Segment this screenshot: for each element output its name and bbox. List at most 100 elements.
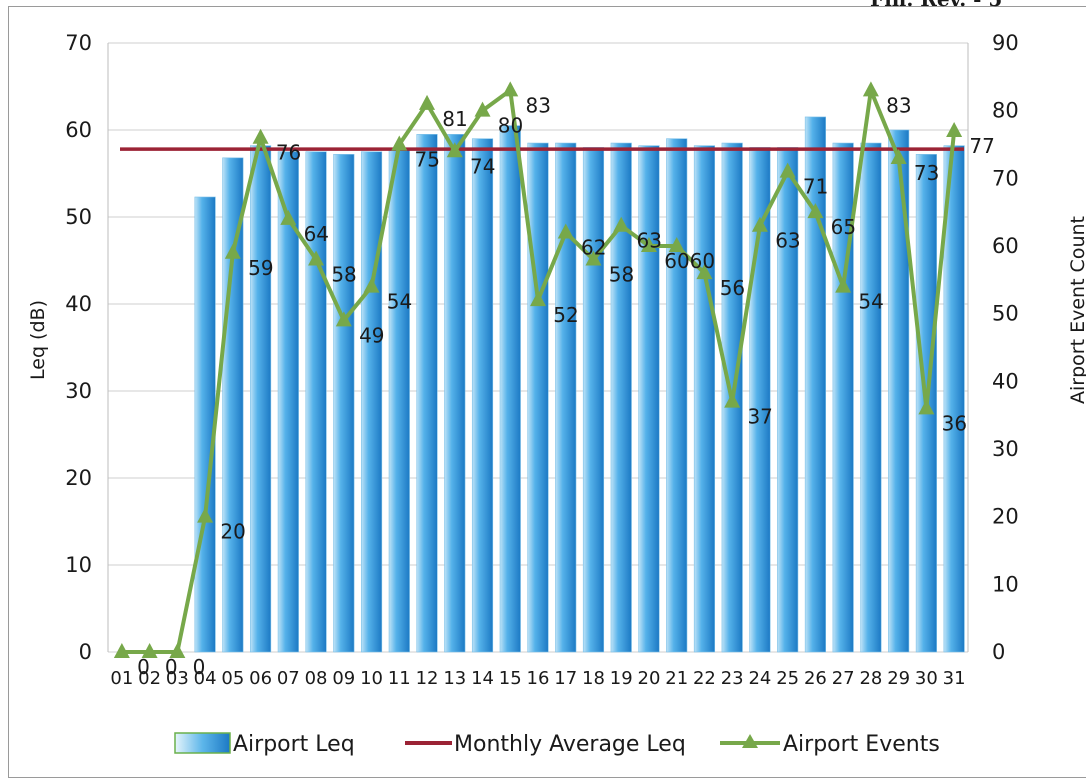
data-label-18: 58 — [609, 263, 634, 287]
y-tick-2: 20 — [65, 466, 92, 490]
event-marker-26 — [807, 203, 824, 219]
x-tick-15: 15 — [499, 668, 522, 689]
data-label-07: 64 — [304, 222, 329, 246]
bar-05 — [222, 157, 244, 653]
data-label-05: 59 — [248, 256, 273, 280]
event-marker-24 — [751, 216, 768, 232]
bar-10 — [360, 151, 383, 653]
bar-08 — [305, 151, 327, 653]
event-marker-29 — [890, 149, 907, 165]
x-tick-13: 13 — [443, 668, 466, 689]
bar-07 — [277, 151, 299, 653]
data-label-28: 83 — [886, 93, 911, 117]
event-marker-11 — [391, 135, 408, 151]
x-tick-06: 06 — [249, 668, 272, 689]
y2-tick-8: 80 — [992, 99, 1019, 123]
x-tick-09: 09 — [332, 668, 355, 689]
x-tick-17: 17 — [554, 668, 577, 689]
x-tick-22: 22 — [693, 668, 716, 689]
x-tick-14: 14 — [471, 668, 494, 689]
data-label-24: 63 — [775, 229, 800, 253]
data-label-31: 77 — [969, 134, 994, 158]
bar-21 — [666, 138, 688, 653]
x-tick-18: 18 — [582, 668, 605, 689]
y-tick-1: 10 — [65, 553, 92, 577]
x-tick-07: 07 — [277, 668, 300, 689]
x-tick-05: 05 — [221, 668, 244, 689]
event-marker-02 — [141, 643, 158, 658]
y-tick-4: 40 — [65, 292, 92, 316]
y2-tick-2: 20 — [992, 505, 1019, 529]
event-marker-13 — [446, 142, 463, 158]
y2-tick-1: 10 — [992, 572, 1019, 596]
y-tick-0: 0 — [79, 640, 92, 664]
data-label-16: 52 — [553, 303, 578, 327]
x-tick-16: 16 — [527, 668, 550, 689]
data-label-02: 0 — [165, 655, 178, 679]
data-label-26: 65 — [831, 215, 856, 239]
y2-tick-6: 60 — [992, 234, 1019, 258]
data-label-09: 49 — [359, 323, 384, 347]
x-tick-28: 28 — [859, 668, 882, 689]
bar-11 — [388, 148, 410, 653]
data-label-03: 0 — [193, 655, 206, 679]
event-marker-18 — [585, 250, 602, 266]
bar-06 — [250, 145, 272, 653]
y-tick-7: 70 — [65, 31, 92, 55]
event-marker-27 — [835, 277, 852, 293]
data-label-06: 76 — [276, 141, 301, 165]
y-tick-5: 50 — [65, 205, 92, 229]
data-label-12: 81 — [442, 107, 467, 131]
x-tick-30: 30 — [915, 668, 938, 689]
legend-swatch-airport-leq — [174, 732, 231, 754]
y2-tick-5: 50 — [992, 302, 1019, 326]
x-tick-31: 31 — [943, 668, 966, 689]
y2-tick-0: 0 — [992, 640, 1005, 664]
event-marker-25 — [779, 162, 796, 178]
legend-marker-airport-events — [742, 734, 758, 748]
x-tick-24: 24 — [748, 668, 771, 689]
data-label-27: 54 — [858, 290, 883, 314]
event-marker-28 — [862, 81, 879, 97]
data-label-15: 83 — [526, 93, 551, 117]
x-tick-10: 10 — [360, 668, 383, 689]
legend-label-monthly-average: Monthly Average Leq — [454, 732, 686, 757]
event-marker-09 — [335, 311, 352, 327]
event-marker-23 — [724, 392, 741, 408]
bar-26 — [804, 116, 826, 653]
data-label-17: 62 — [581, 235, 606, 259]
x-tick-29: 29 — [887, 668, 910, 689]
y2-tick-9: 90 — [992, 31, 1019, 55]
y2-tick-4: 40 — [992, 369, 1019, 393]
left-axis-ticks: 0 10 20 30 40 50 60 70 — [65, 31, 92, 664]
data-label-14: 80 — [498, 114, 523, 138]
x-tick-26: 26 — [804, 668, 827, 689]
data-label-08: 58 — [331, 263, 356, 287]
data-label-29: 73 — [914, 161, 939, 185]
x-tick-20: 20 — [638, 668, 661, 689]
data-label-04: 20 — [220, 520, 245, 544]
bar-15 — [499, 125, 521, 653]
y2-tick-7: 70 — [992, 166, 1019, 190]
y-tick-6: 60 — [65, 118, 92, 142]
right-axis-ticks: 0 10 20 30 40 50 60 70 80 90 — [992, 31, 1019, 664]
event-marker-05 — [224, 243, 241, 259]
data-label-20: 6060 — [664, 249, 715, 273]
event-marker-04 — [197, 507, 214, 523]
event-marker-21 — [668, 237, 685, 252]
bar-20 — [638, 145, 660, 653]
event-marker-12 — [419, 94, 436, 110]
x-axis-ticks: 01 02 03 04 05 06 07 08 09 10 11 12 13 14 15 16 17 18 19 20… — [110, 668, 965, 689]
data-label-13: 74 — [470, 154, 495, 178]
event-marker-20 — [640, 237, 657, 252]
event-marker-03 — [169, 643, 186, 658]
bar-22 — [693, 145, 716, 653]
bar-series — [194, 116, 965, 653]
y2-axis-label: Airport Event Count — [1067, 216, 1086, 404]
event-marker-01 — [113, 643, 130, 658]
x-tick-23: 23 — [721, 668, 744, 689]
legend-label-airport-events: Airport Events — [783, 732, 940, 757]
x-tick-02: 02 — [138, 668, 161, 689]
y2-tick-3: 30 — [992, 437, 1019, 461]
